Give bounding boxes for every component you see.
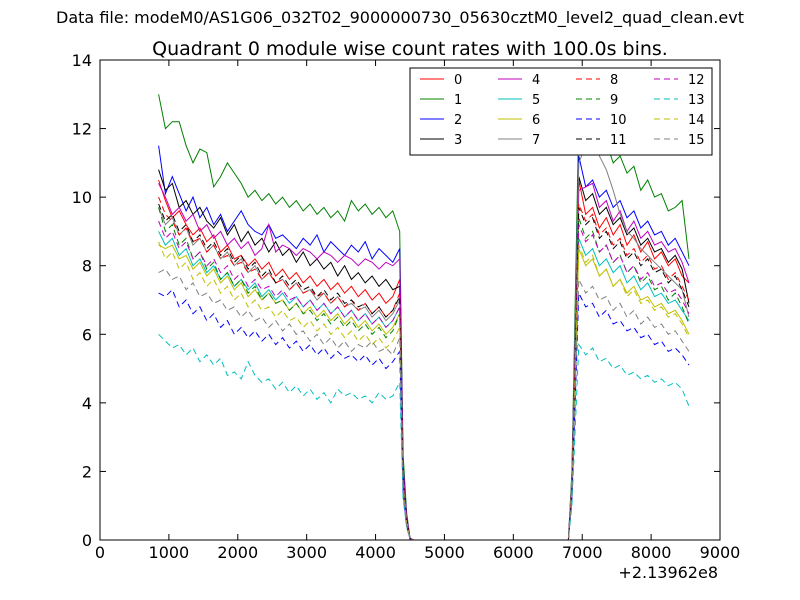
series-line-4	[158, 182, 690, 541]
series-line-0	[158, 179, 690, 541]
y-tick-label: 0	[82, 531, 92, 550]
legend-label-3: 3	[454, 133, 462, 148]
series-line-12	[158, 220, 690, 541]
y-tick-label: 8	[82, 257, 92, 276]
series-line-15	[158, 268, 690, 541]
x-tick-label: 1000	[149, 543, 190, 562]
x-offset-label: +2.13962e8	[618, 563, 718, 582]
legend-label-5: 5	[532, 93, 540, 108]
legend-label-14: 14	[688, 113, 705, 128]
plot-frame	[99, 59, 721, 541]
y-tick-label: 10	[72, 188, 92, 207]
legend-label-1: 1	[454, 93, 462, 108]
legend-label-11: 11	[610, 133, 627, 148]
legend-label-13: 13	[688, 93, 705, 108]
x-tick-label: 0	[95, 543, 105, 562]
series-line-1	[158, 94, 690, 541]
y-tick-label: 14	[72, 51, 92, 70]
legend-label-6: 6	[532, 113, 540, 128]
chart-title: Quadrant 0 module wise count rates with …	[152, 38, 668, 60]
series-layer	[158, 94, 690, 541]
x-tick-label: 8000	[631, 543, 672, 562]
legend-label-10: 10	[610, 113, 627, 128]
legend-label-0: 0	[454, 73, 462, 88]
x-tick-label: 4000	[355, 543, 396, 562]
y-tick-label: 6	[82, 325, 92, 344]
series-line-11	[158, 203, 690, 541]
legend-label-4: 4	[532, 73, 540, 88]
series-line-10	[158, 288, 690, 541]
series-line-9	[158, 207, 690, 541]
legend-label-2: 2	[454, 113, 462, 128]
x-axis: 0 1000 2000 3000 4000 5000 6000 7000 8000 9000	[95, 60, 740, 562]
data-file-title: Data file: modeM0/AS1G06_032T02_90000007…	[56, 8, 744, 27]
legend-label-12: 12	[688, 73, 705, 88]
x-tick-label: 7000	[562, 543, 603, 562]
x-tick-label: 3000	[286, 543, 327, 562]
x-tick-label: 2000	[217, 543, 258, 562]
legend-label-8: 8	[610, 73, 618, 88]
series-line-14	[158, 241, 690, 541]
x-tick-label: 6000	[493, 543, 534, 562]
y-tick-label: 4	[82, 394, 92, 413]
series-line-3	[158, 169, 690, 541]
legend-label-15: 15	[688, 133, 705, 148]
legend-box	[409, 67, 713, 156]
x-tick-label: 5000	[424, 543, 465, 562]
legend-label-7: 7	[532, 133, 540, 148]
series-line-8	[158, 196, 690, 541]
legend-label-9: 9	[610, 93, 618, 108]
series-line-2	[158, 145, 690, 541]
y-tick-label: 2	[82, 462, 92, 481]
series-line-13	[158, 333, 690, 541]
series-line-7	[158, 121, 690, 541]
y-tick-label: 12	[72, 120, 92, 139]
x-tick-label: 9000	[700, 543, 741, 562]
